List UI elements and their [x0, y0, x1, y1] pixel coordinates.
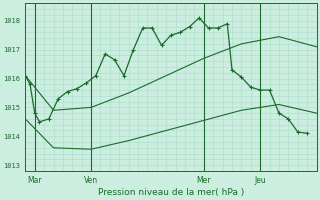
X-axis label: Pression niveau de la mer( hPa ): Pression niveau de la mer( hPa )	[98, 188, 244, 197]
